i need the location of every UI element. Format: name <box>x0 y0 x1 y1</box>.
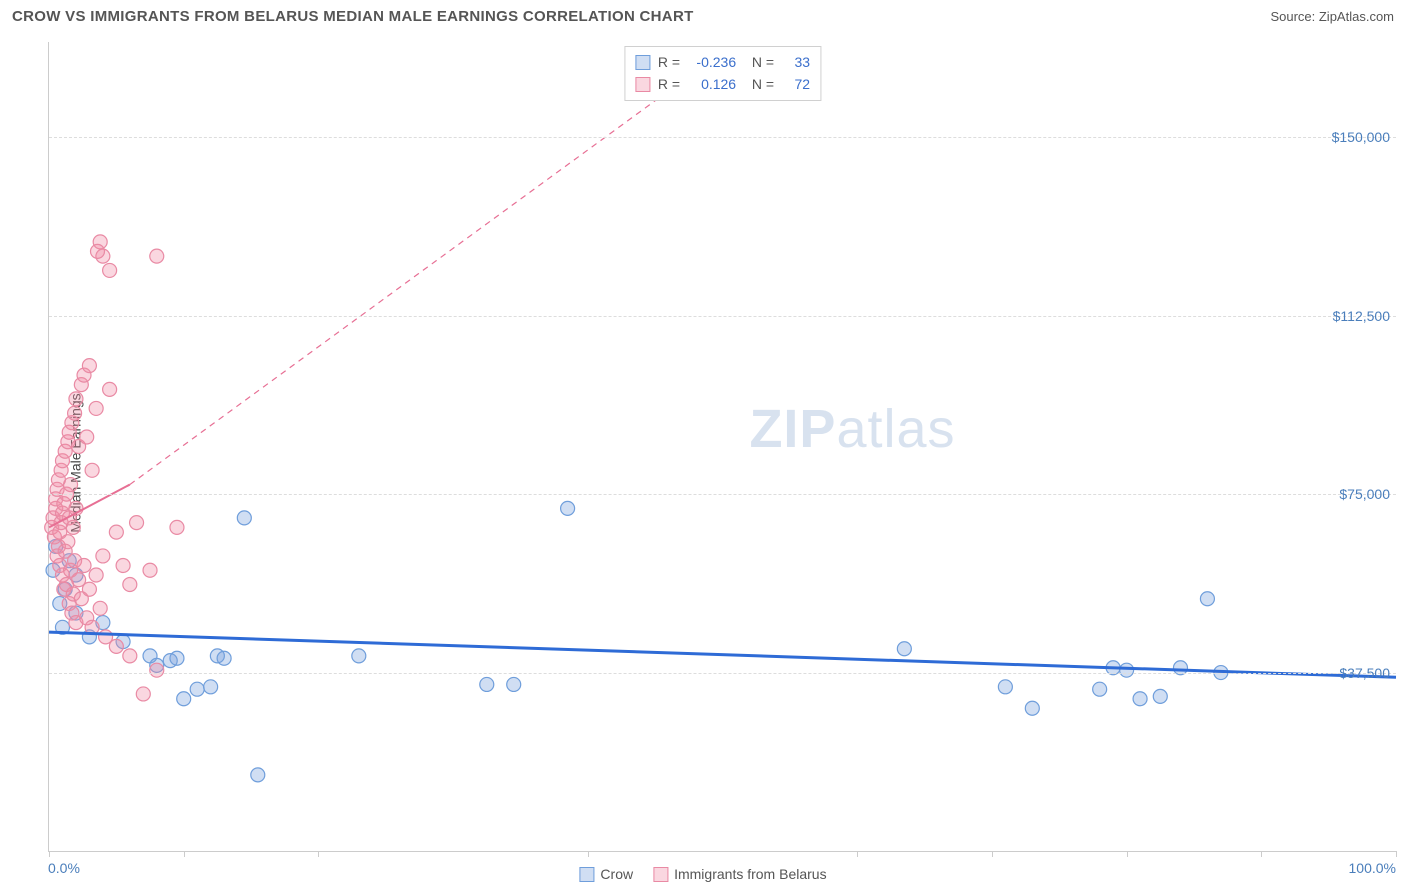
data-point <box>480 677 494 691</box>
legend-n-value: 33 <box>782 51 810 73</box>
data-point <box>68 406 82 420</box>
y-tick-label: $150,000 <box>1332 129 1390 145</box>
data-point <box>123 649 137 663</box>
legend-r-label: R = <box>658 51 680 73</box>
data-point <box>897 642 911 656</box>
x-tick <box>992 851 993 857</box>
data-point <box>251 768 265 782</box>
data-point <box>170 651 184 665</box>
x-axis-max-label: 100.0% <box>1349 860 1396 876</box>
data-point <box>96 549 110 563</box>
data-point <box>130 516 144 530</box>
data-point <box>82 359 96 373</box>
x-tick <box>588 851 589 857</box>
data-point <box>217 651 231 665</box>
data-point <box>116 558 130 572</box>
data-point <box>998 680 1012 694</box>
legend-correlation-box: R = -0.236 N = 33 R = 0.126 N = 72 <box>624 46 821 101</box>
data-point <box>136 687 150 701</box>
gridline <box>49 316 1396 317</box>
y-tick-label: $37,500 <box>1339 665 1390 681</box>
x-tick <box>857 851 858 857</box>
data-point <box>93 601 107 615</box>
legend-series-item: Immigrants from Belarus <box>653 866 826 882</box>
x-tick <box>49 851 50 857</box>
data-point <box>561 501 575 515</box>
legend-swatch <box>635 55 650 70</box>
legend-r-value: 0.126 <box>688 73 736 95</box>
legend-n-label: N = <box>744 51 774 73</box>
legend-swatch <box>635 77 650 92</box>
data-point <box>204 680 218 694</box>
data-point <box>177 692 191 706</box>
data-point <box>90 244 104 258</box>
chart-title: CROW VS IMMIGRANTS FROM BELARUS MEDIAN M… <box>12 8 694 25</box>
data-point <box>66 520 80 534</box>
gridline <box>49 494 1396 495</box>
plot-region: ZIPatlas R =-0.236 N =33R =0.126 N =72 $… <box>48 42 1396 852</box>
data-point <box>1200 592 1214 606</box>
data-point <box>143 563 157 577</box>
chart-area: Median Male Earnings ZIPatlas R =-0.236 … <box>0 34 1406 892</box>
data-point <box>89 568 103 582</box>
data-point <box>237 511 251 525</box>
x-tick <box>1261 851 1262 857</box>
data-point <box>109 525 123 539</box>
legend-swatch <box>579 867 594 882</box>
legend-series-label: Immigrants from Belarus <box>674 866 826 882</box>
data-point <box>123 578 137 592</box>
data-point <box>85 463 99 477</box>
data-point <box>89 401 103 415</box>
data-point <box>1133 692 1147 706</box>
data-point <box>190 682 204 696</box>
x-axis-min-label: 0.0% <box>48 860 80 876</box>
data-point <box>1093 682 1107 696</box>
data-point <box>352 649 366 663</box>
legend-correlation-row: R = -0.236 N = 33 <box>635 51 810 73</box>
x-tick <box>1396 851 1397 857</box>
legend-r-label: R = <box>658 73 680 95</box>
gridline <box>49 137 1396 138</box>
data-point <box>82 582 96 596</box>
data-point <box>1120 663 1134 677</box>
data-point <box>1025 701 1039 715</box>
legend-series-item: Crow <box>579 866 633 882</box>
legend-n-label: N = <box>744 73 774 95</box>
data-point <box>103 263 117 277</box>
chart-svg <box>49 42 1396 851</box>
data-point <box>64 478 78 492</box>
data-point <box>1153 689 1167 703</box>
y-tick-label: $75,000 <box>1339 486 1390 502</box>
data-point <box>507 677 521 691</box>
legend-r-value: -0.236 <box>688 51 736 73</box>
source-label: Source: ZipAtlas.com <box>1270 9 1394 24</box>
gridline <box>49 673 1396 674</box>
trend-line <box>130 52 723 485</box>
trend-line <box>49 632 1396 677</box>
legend-swatch <box>653 867 668 882</box>
data-point <box>150 663 164 677</box>
x-tick <box>318 851 319 857</box>
legend-series: Crow Immigrants from Belarus <box>579 866 826 882</box>
legend-n-value: 72 <box>782 73 810 95</box>
data-point <box>103 382 117 396</box>
data-point <box>69 392 83 406</box>
data-point <box>109 639 123 653</box>
data-point <box>61 535 75 549</box>
data-point <box>80 430 94 444</box>
data-point <box>77 558 91 572</box>
data-point <box>150 249 164 263</box>
data-point <box>170 520 184 534</box>
legend-series-label: Crow <box>600 866 633 882</box>
y-tick-label: $112,500 <box>1333 308 1390 324</box>
x-tick <box>184 851 185 857</box>
legend-correlation-row: R = 0.126 N = 72 <box>635 73 810 95</box>
x-tick <box>1127 851 1128 857</box>
